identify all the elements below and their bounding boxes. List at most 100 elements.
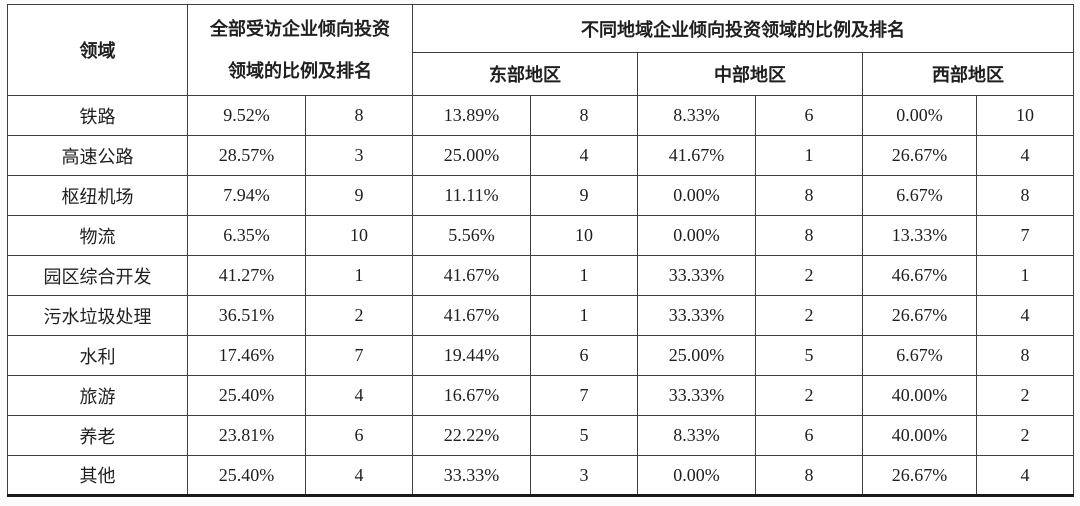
cell-central-pct: 0.00% bbox=[637, 215, 756, 256]
cell-field: 高速公路 bbox=[7, 135, 188, 176]
cell-central-pct: 0.00% bbox=[637, 455, 756, 496]
header-region-west: 西部地区 bbox=[861, 52, 1075, 96]
cell-east-rank: 10 bbox=[530, 215, 638, 256]
cell-east-pct: 41.67% bbox=[412, 295, 531, 336]
cell-west-pct: 26.67% bbox=[862, 135, 977, 176]
cell-all-pct: 7.94% bbox=[187, 175, 306, 216]
cell-west-rank: 2 bbox=[975, 375, 1075, 416]
header-all-companies-line1: 全部受访企业倾向投资 bbox=[210, 18, 390, 39]
header-region-east: 东部地区 bbox=[412, 52, 638, 96]
table-row: 物流 6.35% 10 5.56% 10 0.00% 8 13.33% 7 bbox=[7, 215, 1075, 256]
cell-central-pct: 33.33% bbox=[637, 295, 756, 336]
cell-east-pct: 33.33% bbox=[412, 455, 531, 496]
cell-central-pct: 33.33% bbox=[637, 375, 756, 416]
cell-central-rank: 2 bbox=[755, 375, 863, 416]
cell-east-rank: 1 bbox=[530, 295, 638, 336]
cell-all-pct: 36.51% bbox=[187, 295, 306, 336]
cell-field: 旅游 bbox=[7, 375, 188, 416]
cell-all-rank: 4 bbox=[305, 375, 413, 416]
cell-west-rank: 4 bbox=[975, 295, 1075, 336]
cell-west-pct: 26.67% bbox=[862, 455, 977, 496]
cell-field: 其他 bbox=[7, 455, 188, 496]
cell-west-rank: 7 bbox=[975, 215, 1075, 256]
cell-west-pct: 40.00% bbox=[862, 375, 977, 416]
cell-east-rank: 3 bbox=[530, 455, 638, 496]
cell-west-rank: 10 bbox=[975, 95, 1075, 136]
cell-west-pct: 26.67% bbox=[862, 295, 977, 336]
cell-east-rank: 5 bbox=[530, 415, 638, 456]
cell-east-rank: 7 bbox=[530, 375, 638, 416]
cell-all-rank: 7 bbox=[305, 335, 413, 376]
cell-central-rank: 2 bbox=[755, 255, 863, 296]
cell-field: 枢纽机场 bbox=[7, 175, 188, 216]
table-row: 水利 17.46% 7 19.44% 6 25.00% 5 6.67% 8 bbox=[7, 335, 1075, 376]
cell-all-rank: 8 bbox=[305, 95, 413, 136]
table-row: 养老 23.81% 6 22.22% 5 8.33% 6 40.00% 2 bbox=[7, 415, 1075, 456]
cell-east-rank: 1 bbox=[530, 255, 638, 296]
cell-all-rank: 9 bbox=[305, 175, 413, 216]
header-all-companies: 全部受访企业倾向投资 领域的比例及排名 bbox=[187, 4, 413, 96]
cell-east-rank: 9 bbox=[530, 175, 638, 216]
cell-west-rank: 8 bbox=[975, 335, 1075, 376]
cell-east-pct: 5.56% bbox=[412, 215, 531, 256]
cell-central-pct: 8.33% bbox=[637, 95, 756, 136]
cell-west-rank: 4 bbox=[975, 455, 1075, 496]
cell-all-pct: 25.40% bbox=[187, 375, 306, 416]
header-by-region: 不同地域企业倾向投资领域的比例及排名 bbox=[411, 4, 1075, 53]
cell-west-pct: 46.67% bbox=[862, 255, 977, 296]
cell-central-rank: 6 bbox=[755, 95, 863, 136]
cell-field: 养老 bbox=[7, 415, 188, 456]
table-row: 高速公路 28.57% 3 25.00% 4 41.67% 1 26.67% 4 bbox=[7, 135, 1075, 176]
cell-central-rank: 8 bbox=[755, 455, 863, 496]
table-row: 其他 25.40% 4 33.33% 3 0.00% 8 26.67% 4 bbox=[7, 455, 1075, 496]
cell-east-rank: 4 bbox=[530, 135, 638, 176]
cell-west-pct: 0.00% bbox=[862, 95, 977, 136]
cell-east-pct: 16.67% bbox=[412, 375, 531, 416]
cell-all-rank: 4 bbox=[305, 455, 413, 496]
cell-west-rank: 2 bbox=[975, 415, 1075, 456]
cell-west-pct: 6.67% bbox=[862, 175, 977, 216]
cell-field: 物流 bbox=[7, 215, 188, 256]
cell-all-rank: 10 bbox=[305, 215, 413, 256]
cell-east-rank: 6 bbox=[530, 335, 638, 376]
cell-east-rank: 8 bbox=[530, 95, 638, 136]
cell-all-pct: 41.27% bbox=[187, 255, 306, 296]
cell-all-rank: 3 bbox=[305, 135, 413, 176]
table-row: 铁路 9.52% 8 13.89% 8 8.33% 6 0.00% 10 bbox=[7, 95, 1075, 136]
header-all-companies-line2: 领域的比例及排名 bbox=[228, 61, 372, 81]
cell-all-pct: 6.35% bbox=[187, 215, 306, 256]
table-row: 园区综合开发 41.27% 1 41.67% 1 33.33% 2 46.67%… bbox=[7, 255, 1075, 296]
cell-central-rank: 6 bbox=[755, 415, 863, 456]
cell-central-rank: 8 bbox=[755, 175, 863, 216]
cell-all-pct: 23.81% bbox=[187, 415, 306, 456]
cell-central-rank: 1 bbox=[755, 135, 863, 176]
cell-east-pct: 41.67% bbox=[412, 255, 531, 296]
cell-east-pct: 22.22% bbox=[412, 415, 531, 456]
cell-central-pct: 8.33% bbox=[637, 415, 756, 456]
cell-central-rank: 5 bbox=[755, 335, 863, 376]
cell-west-pct: 13.33% bbox=[862, 215, 977, 256]
cell-west-pct: 6.67% bbox=[862, 335, 977, 376]
cell-all-rank: 1 bbox=[305, 255, 413, 296]
cell-west-rank: 4 bbox=[975, 135, 1075, 176]
cell-central-rank: 2 bbox=[755, 295, 863, 336]
cell-field: 污水垃圾处理 bbox=[7, 295, 188, 336]
cell-field: 水利 bbox=[7, 335, 188, 376]
cell-all-pct: 17.46% bbox=[187, 335, 306, 376]
cell-all-rank: 2 bbox=[305, 295, 413, 336]
cell-east-pct: 19.44% bbox=[412, 335, 531, 376]
cell-all-pct: 28.57% bbox=[187, 135, 306, 176]
investment-preference-table: 领域 全部受访企业倾向投资 领域的比例及排名 不同地域企业倾向投资领域的比例及排… bbox=[7, 4, 1075, 497]
cell-central-rank: 8 bbox=[755, 215, 863, 256]
cell-field: 园区综合开发 bbox=[7, 255, 188, 296]
cell-all-pct: 25.40% bbox=[187, 455, 306, 496]
cell-all-rank: 6 bbox=[305, 415, 413, 456]
cell-east-pct: 11.11% bbox=[412, 175, 531, 216]
cell-field: 铁路 bbox=[7, 95, 188, 136]
cell-all-pct: 9.52% bbox=[187, 95, 306, 136]
header-row-regions: 东部地区 中部地区 西部地区 bbox=[8, 52, 1075, 96]
table-row: 污水垃圾处理 36.51% 2 41.67% 1 33.33% 2 26.67%… bbox=[7, 295, 1075, 336]
header-region-central: 中部地区 bbox=[637, 52, 863, 96]
cell-west-rank: 1 bbox=[975, 255, 1075, 296]
